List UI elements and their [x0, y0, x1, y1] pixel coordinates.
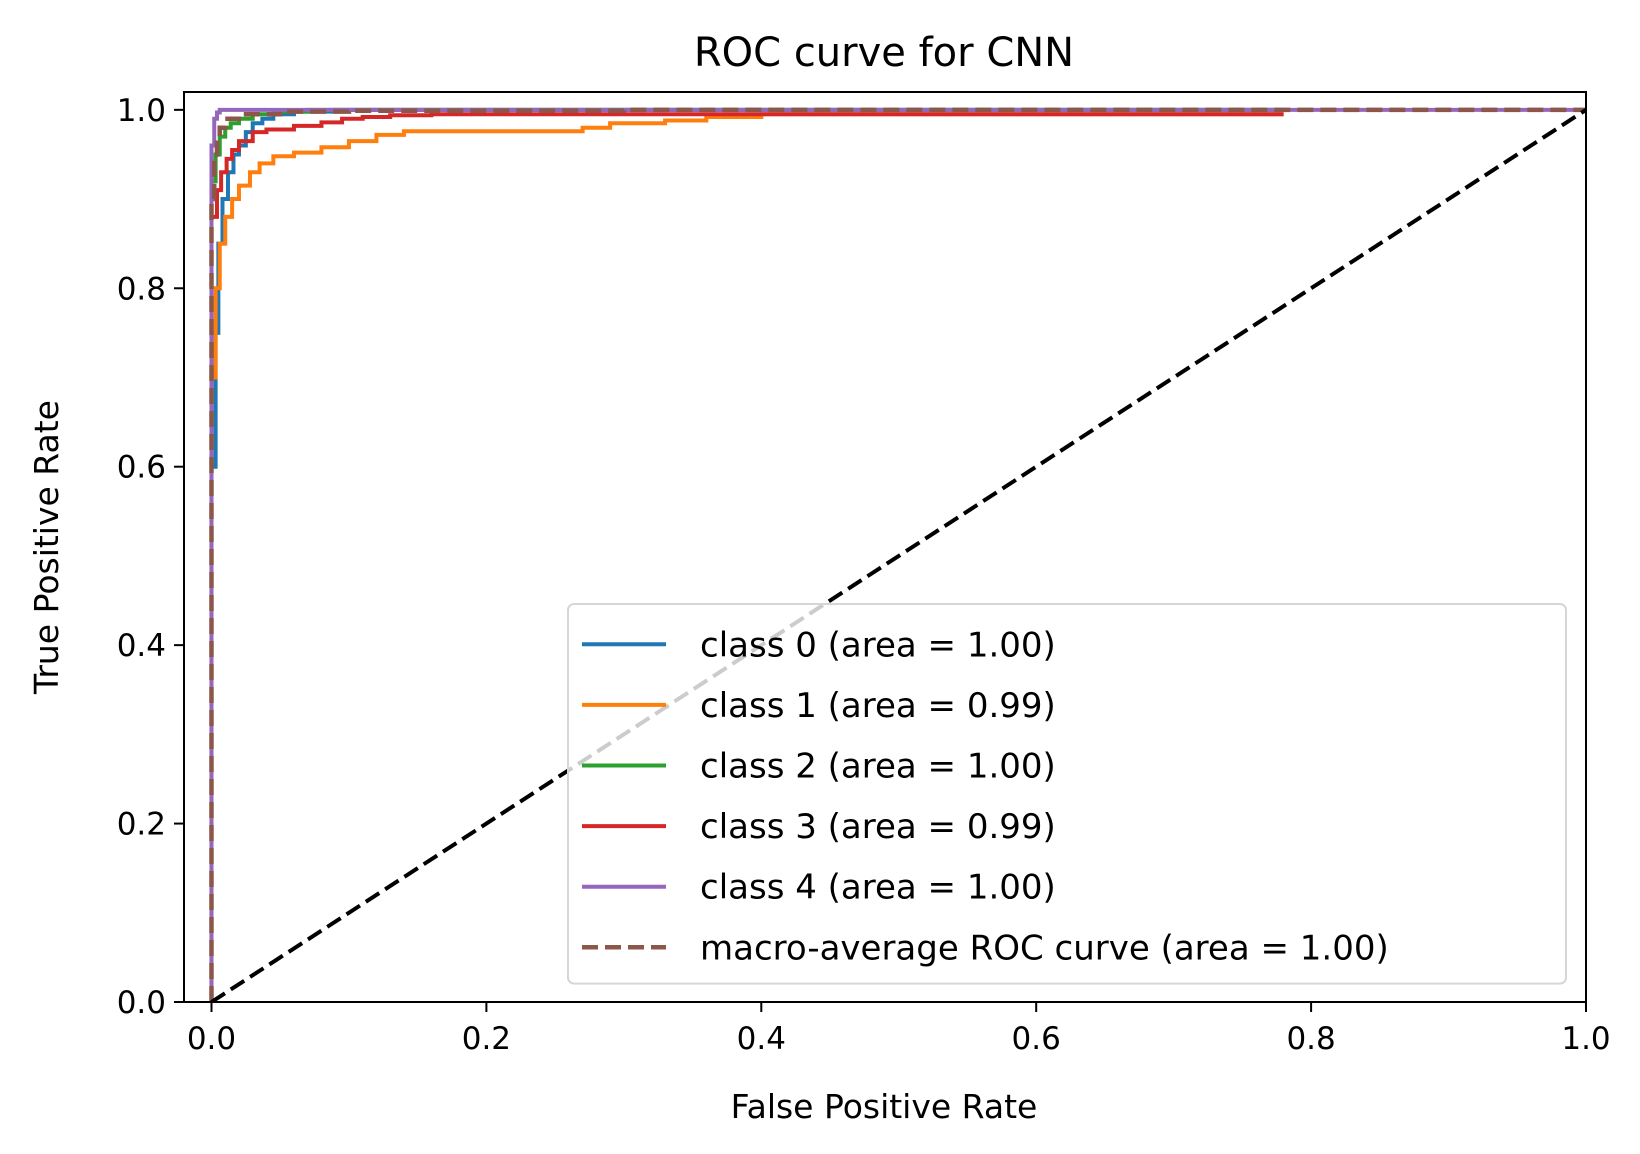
y-tick-label: 1.0 — [117, 93, 166, 129]
y-axis: 0.0 0.2 0.4 0.6 0.8 1.0 — [117, 93, 184, 1021]
legend-label-class-0-area-1-00: class 0 (area = 1.00) — [700, 625, 1056, 665]
x-tick-label: 0.4 — [737, 1021, 786, 1057]
x-tick-label: 1.0 — [1561, 1021, 1610, 1057]
y-axis-title: True Positive Rate — [27, 400, 66, 695]
y-tick-label: 0.2 — [117, 807, 166, 843]
x-axis-title: False Positive Rate — [731, 1087, 1038, 1126]
x-axis: 0.0 0.2 0.4 0.6 0.8 1.0 — [187, 1002, 1611, 1057]
series-line-class-4-area-1-00 — [209, 107, 1586, 1002]
x-tick-label: 0.6 — [1012, 1021, 1061, 1057]
series-line-class-3-area-0-99 — [209, 112, 1284, 1002]
y-tick-label: 0.0 — [117, 985, 166, 1021]
x-tick-label: 0.0 — [187, 1021, 236, 1057]
legend-label-class-3-area-0-99: class 3 (area = 0.99) — [700, 807, 1056, 847]
chance-reference-line — [210, 108, 1586, 1002]
series-layer — [209, 107, 1586, 1002]
legend-label-class-1-area-0-99: class 1 (area = 0.99) — [700, 686, 1056, 726]
series-line-class-1-area-0-99 — [209, 112, 1284, 1002]
y-tick-label: 0.8 — [117, 271, 166, 307]
x-tick-label: 0.8 — [1286, 1021, 1335, 1057]
plot-frame — [183, 91, 1587, 1003]
legend-label-class-4-area-1-00: class 4 (area = 1.00) — [700, 868, 1056, 908]
series-line-macro-average-roc-curve-area-1-00 — [209, 107, 1586, 1002]
chart-title: ROC curve for CNN — [694, 30, 1074, 76]
legend-label-macro-average-roc-curve-area-1-00: macro-average ROC curve (area = 1.00) — [700, 928, 1389, 968]
legend-label-class-2-area-1-00: class 2 (area = 1.00) — [700, 747, 1056, 787]
legend: class 0 (area = 1.00) class 1 (area = 0.9… — [567, 603, 1567, 985]
y-tick-label: 0.4 — [117, 628, 166, 664]
legend-box — [567, 603, 1567, 985]
x-tick-label: 0.2 — [462, 1021, 511, 1057]
y-tick-label: 0.6 — [117, 450, 166, 486]
